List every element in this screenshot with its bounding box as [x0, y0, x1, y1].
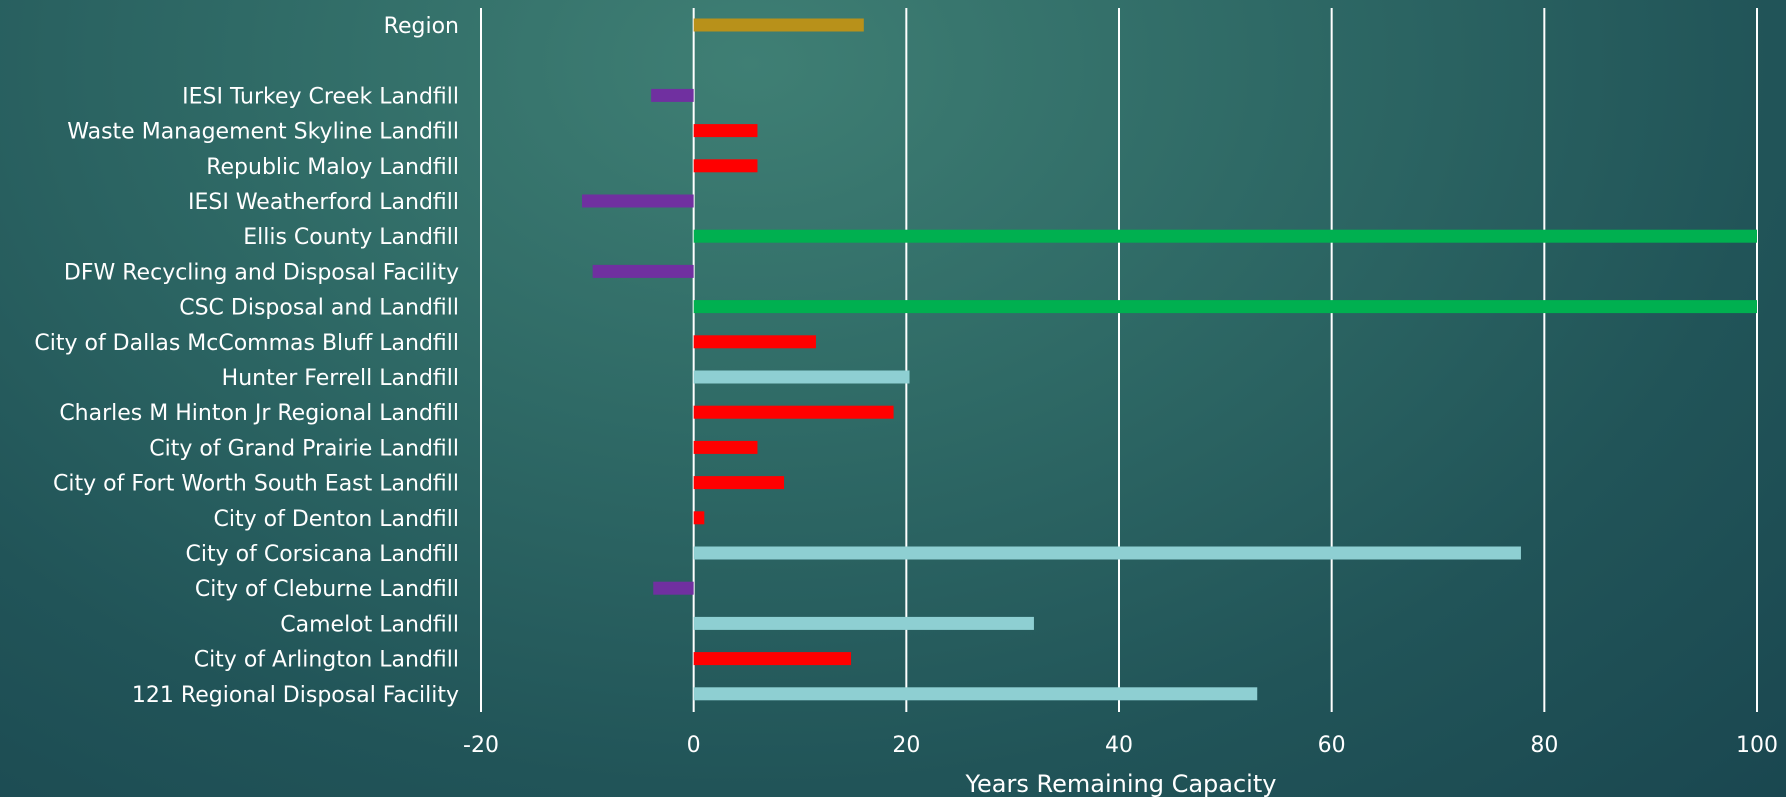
category-label: Camelot Landfill — [280, 612, 459, 637]
category-label: Charles M Hinton Jr Regional Landfill — [59, 401, 459, 426]
category-label: Ellis County Landfill — [243, 225, 459, 250]
bars — [582, 18, 1757, 701]
category-label: CSC Disposal and Landfill — [179, 296, 459, 321]
category-label: City of Arlington Landfill — [194, 648, 459, 673]
category-labels: Region IESI Turkey Creek Landfill Waste Ma… — [34, 14, 459, 708]
bar — [693, 546, 1521, 560]
category-label: City of Corsicana Landfill — [186, 542, 459, 567]
tick-labels: -20 0 20 40 60 80 100 — [463, 733, 1778, 758]
bar — [693, 616, 1034, 630]
category-label: 121 Regional Disposal Facility — [132, 683, 459, 708]
x-tick-label: -20 — [463, 733, 499, 758]
bar — [582, 194, 694, 208]
bar — [653, 581, 694, 595]
category-label: City of Denton Landfill — [214, 507, 459, 532]
bar — [693, 370, 910, 384]
category-label: Republic Maloy Landfill — [206, 155, 459, 180]
bar — [693, 335, 816, 349]
bar — [592, 264, 694, 278]
category-label: City of Grand Prairie Landfill — [149, 436, 459, 461]
x-tick-label: 0 — [687, 733, 701, 758]
bar — [693, 229, 1757, 243]
category-label: City of Fort Worth South East Landfill — [53, 472, 459, 497]
bar — [693, 300, 1757, 314]
x-tick-label: 40 — [1105, 733, 1133, 758]
bar — [693, 18, 864, 32]
category-label: IESI Weatherford Landfill — [188, 190, 459, 215]
bar — [693, 687, 1258, 701]
bar — [651, 88, 694, 102]
x-tick-label: 80 — [1530, 733, 1558, 758]
bar — [693, 405, 894, 419]
x-tick-label: 60 — [1318, 733, 1346, 758]
x-tick-label: 20 — [892, 733, 920, 758]
category-label: City of Dallas McCommas Bluff Landfill — [34, 331, 459, 356]
category-label: City of Cleburne Landfill — [195, 577, 459, 602]
bar — [693, 511, 705, 525]
category-label: DFW Recycling and Disposal Facility — [64, 260, 459, 285]
category-label: Waste Management Skyline Landfill — [67, 120, 459, 145]
category-label: Hunter Ferrell Landfill — [222, 366, 459, 391]
category-label: IESI Turkey Creek Landfill — [182, 84, 459, 109]
gridlines — [480, 8, 1758, 712]
bar — [693, 124, 758, 138]
category-label: Region — [384, 14, 459, 39]
bar — [693, 159, 758, 173]
x-axis-title: Years Remaining Capacity — [965, 770, 1277, 797]
bar — [693, 476, 785, 490]
bar — [693, 652, 852, 666]
x-tick-label: 100 — [1736, 733, 1778, 758]
bar — [693, 440, 758, 454]
